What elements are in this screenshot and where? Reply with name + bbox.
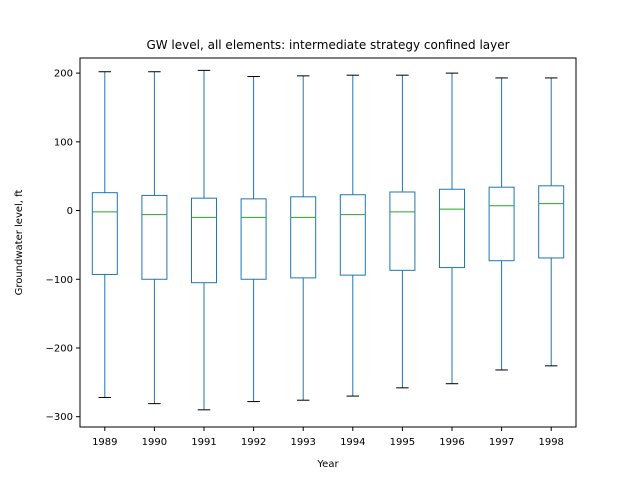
x-tick-label: 1992 <box>241 437 266 448</box>
iqr-box <box>339 194 366 276</box>
x-axis-label: Year <box>316 459 339 470</box>
iqr-box <box>439 188 465 269</box>
x-tick-label: 1991 <box>191 437 216 448</box>
y-tick-label: 200 <box>54 69 73 80</box>
iqr-box <box>191 197 217 284</box>
iqr-box <box>389 191 416 271</box>
x-tick-label: 1995 <box>390 437 415 448</box>
plot-frame <box>79 57 577 428</box>
iqr-box <box>91 192 118 275</box>
iqr-box <box>141 194 168 280</box>
iqr-box <box>240 198 267 280</box>
y-axis-label: Groundwater level, ft <box>14 189 25 295</box>
x-tick-label: 1997 <box>489 437 514 448</box>
iqr-box <box>538 185 565 259</box>
x-tick-label: 1990 <box>142 437 167 448</box>
box-1994 <box>339 74 366 397</box>
box-1995 <box>389 74 416 389</box>
y-tick-label: −300 <box>46 412 73 423</box>
x-axis: 1989 1990 1991 1992 1993 1994 1995 1996 1997 1998 <box>92 427 564 448</box>
plot-area <box>91 69 565 411</box>
y-tick-label: 100 <box>54 137 73 148</box>
x-tick-label: 1994 <box>340 437 365 448</box>
box-1996 <box>439 72 465 385</box>
x-tick-label: 1998 <box>538 437 563 448</box>
iqr-box <box>290 196 317 279</box>
box-1993 <box>290 75 317 401</box>
y-tick-label: 0 <box>67 206 73 217</box>
chart-title: GW level, all elements: intermediate str… <box>146 38 509 52</box>
y-axis: 200 100 0 −100 −200 −300 <box>46 69 80 423</box>
iqr-box <box>488 186 515 262</box>
box-1989 <box>91 71 118 398</box>
x-tick-label: 1993 <box>290 437 315 448</box>
box-1998 <box>538 77 565 367</box>
box-1991 <box>191 69 217 411</box>
box-1992 <box>240 76 267 403</box>
x-tick-label: 1989 <box>92 437 117 448</box>
box-1997 <box>488 77 515 371</box>
y-tick-label: −100 <box>46 275 73 286</box>
box-1990 <box>141 71 168 405</box>
x-tick-label: 1996 <box>439 437 464 448</box>
y-tick-label: −200 <box>46 343 73 354</box>
